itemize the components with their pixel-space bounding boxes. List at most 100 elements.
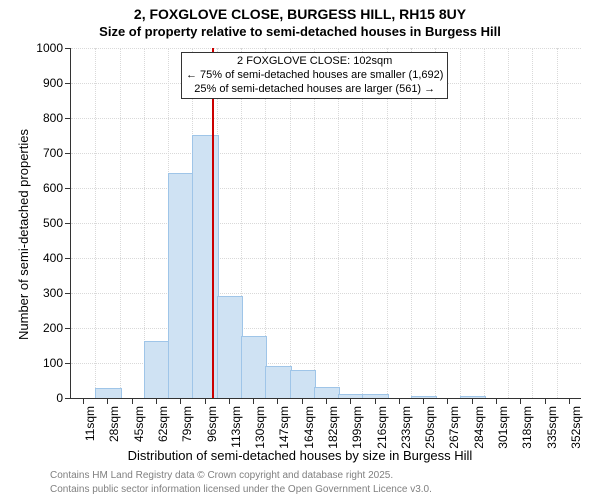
y-gridline	[71, 258, 581, 259]
y-tick-label: 700	[43, 146, 63, 160]
x-tick	[569, 398, 570, 404]
x-axis-title: Distribution of semi-detached houses by …	[0, 448, 600, 463]
y-tick-label: 400	[43, 251, 63, 265]
y-tick	[65, 188, 71, 189]
x-gridline	[387, 48, 388, 398]
y-tick	[65, 223, 71, 224]
y-gridline	[71, 188, 581, 189]
x-tick-label: 199sqm	[350, 406, 364, 449]
x-gridline	[290, 48, 291, 398]
histogram-bar	[362, 394, 388, 398]
x-tick	[277, 398, 278, 404]
x-gridline	[411, 48, 412, 398]
histogram-bar	[411, 396, 437, 398]
x-tick-label: 11sqm	[83, 406, 97, 441]
x-tick	[350, 398, 351, 404]
y-gridline	[71, 48, 581, 49]
x-tick	[302, 398, 303, 404]
y-tick-label: 900	[43, 76, 63, 90]
x-tick-label: 147sqm	[277, 406, 291, 449]
histogram-bar	[314, 387, 340, 399]
histogram-bar	[460, 396, 486, 398]
histogram-bar	[217, 296, 243, 399]
x-tick	[375, 398, 376, 404]
x-tick	[496, 398, 497, 404]
chart-title: 2, FOXGLOVE CLOSE, BURGESS HILL, RH15 8U…	[0, 6, 600, 22]
x-gridline	[120, 48, 121, 398]
x-gridline	[338, 48, 339, 398]
y-tick-label: 500	[43, 216, 63, 230]
x-tick-label: 113sqm	[229, 406, 243, 448]
y-axis-title: Number of semi-detached properties	[16, 129, 31, 340]
y-tick-label: 0	[56, 391, 63, 405]
y-tick-label: 200	[43, 321, 63, 335]
y-tick	[65, 258, 71, 259]
x-gridline	[362, 48, 363, 398]
x-tick-label: 45sqm	[132, 406, 146, 442]
x-gridline	[435, 48, 436, 398]
x-tick	[156, 398, 157, 404]
annotation-line: 25% of semi-detached houses are larger (…	[186, 83, 443, 97]
histogram-bar	[192, 135, 218, 399]
x-tick	[83, 398, 84, 404]
y-tick-label: 800	[43, 111, 63, 125]
x-tick	[107, 398, 108, 404]
x-tick-label: 182sqm	[326, 406, 340, 449]
annotation-line: 2 FOXGLOVE CLOSE: 102sqm	[186, 55, 443, 69]
x-tick-label: 250sqm	[423, 406, 437, 449]
y-gridline	[71, 223, 581, 224]
x-tick	[423, 398, 424, 404]
footer-line-1: Contains HM Land Registry data © Crown c…	[50, 470, 393, 481]
x-gridline	[314, 48, 315, 398]
x-tick-label: 267sqm	[447, 406, 461, 449]
histogram-bar	[265, 366, 291, 399]
x-tick-label: 62sqm	[156, 406, 170, 442]
annotation-box: 2 FOXGLOVE CLOSE: 102sqm← 75% of semi-de…	[181, 52, 448, 99]
x-gridline	[557, 48, 558, 398]
x-tick	[399, 398, 400, 404]
histogram-bar	[95, 388, 121, 398]
x-tick-label: 352sqm	[569, 406, 583, 449]
x-gridline	[95, 48, 96, 398]
x-tick	[447, 398, 448, 404]
x-tick-label: 96sqm	[205, 406, 219, 442]
x-tick	[253, 398, 254, 404]
y-tick	[65, 328, 71, 329]
y-gridline	[71, 293, 581, 294]
x-tick	[132, 398, 133, 404]
x-tick	[520, 398, 521, 404]
x-tick	[180, 398, 181, 404]
x-tick	[205, 398, 206, 404]
x-tick-label: 233sqm	[399, 406, 413, 449]
x-tick-label: 318sqm	[520, 406, 534, 449]
histogram-bar	[168, 173, 194, 398]
x-tick	[229, 398, 230, 404]
y-tick	[65, 363, 71, 364]
y-tick	[65, 153, 71, 154]
histogram-bar	[144, 341, 170, 398]
x-tick	[326, 398, 327, 404]
x-tick	[472, 398, 473, 404]
histogram-bar	[290, 370, 316, 398]
y-gridline	[71, 153, 581, 154]
y-tick	[65, 48, 71, 49]
histogram-bar	[338, 394, 364, 399]
x-tick	[545, 398, 546, 404]
y-gridline	[71, 118, 581, 119]
y-tick-label: 1000	[36, 41, 63, 55]
x-gridline	[484, 48, 485, 398]
x-tick-label: 335sqm	[545, 406, 559, 449]
chart-subtitle: Size of property relative to semi-detach…	[0, 24, 600, 39]
x-tick-label: 301sqm	[496, 406, 510, 449]
plot-area: 0100200300400500600700800900100011sqm28s…	[70, 48, 581, 399]
x-tick-label: 130sqm	[253, 406, 267, 449]
x-tick-label: 28sqm	[107, 406, 121, 442]
x-tick-label: 284sqm	[472, 406, 486, 449]
x-gridline	[460, 48, 461, 398]
y-tick	[65, 398, 71, 399]
y-tick	[65, 83, 71, 84]
marker-line	[212, 48, 214, 398]
y-tick	[65, 118, 71, 119]
x-tick-label: 79sqm	[180, 406, 194, 442]
x-gridline	[532, 48, 533, 398]
